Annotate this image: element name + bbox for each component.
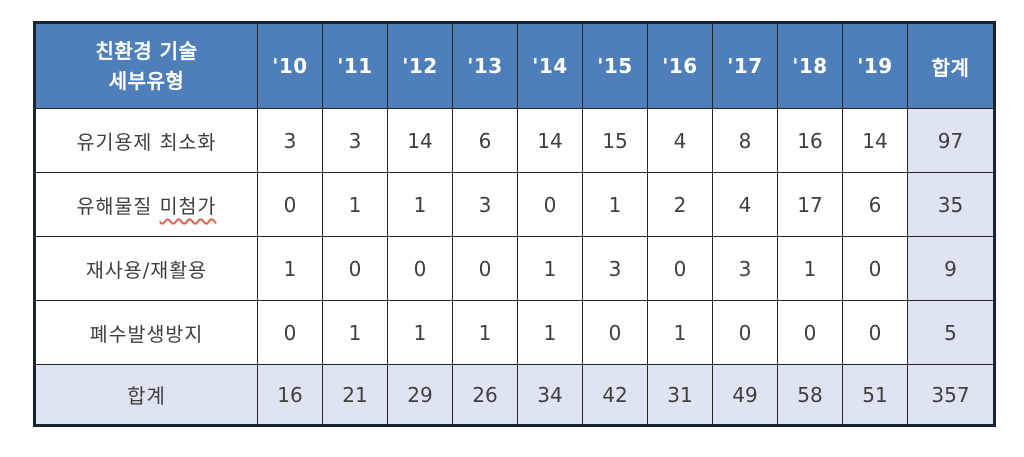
value-cell: 3 xyxy=(257,108,323,173)
column-total-cell: 51 xyxy=(842,364,908,426)
column-total-cell: 31 xyxy=(647,364,713,426)
value-cell: 14 xyxy=(387,108,453,173)
column-header-year: '11 xyxy=(322,22,388,109)
table-row: 재사용/재활용 1 0 0 0 1 3 0 3 1 0 9 xyxy=(34,236,995,301)
row-label: 재사용/재활용 xyxy=(34,236,258,301)
column-header-year: '14 xyxy=(517,22,583,109)
grand-total-cell: 357 xyxy=(907,364,995,426)
value-cell: 14 xyxy=(517,108,583,173)
row-total-cell: 9 xyxy=(907,236,995,301)
row-total-cell: 35 xyxy=(907,172,995,237)
value-cell: 0 xyxy=(842,300,908,365)
value-cell: 1 xyxy=(452,300,518,365)
row-total-cell: 97 xyxy=(907,108,995,173)
column-header-total: 합계 xyxy=(907,22,995,109)
column-total-cell: 21 xyxy=(322,364,388,426)
value-cell: 1 xyxy=(387,300,453,365)
value-cell: 1 xyxy=(647,300,713,365)
value-cell: 15 xyxy=(582,108,648,173)
value-cell: 0 xyxy=(452,236,518,301)
value-cell: 1 xyxy=(517,236,583,301)
value-cell: 0 xyxy=(387,236,453,301)
value-cell: 8 xyxy=(712,108,778,173)
table-row: 유해물질 미첨가 0 1 1 3 0 1 2 4 17 6 35 xyxy=(34,172,995,237)
value-cell: 0 xyxy=(842,236,908,301)
column-header-year: '19 xyxy=(842,22,908,109)
value-cell: 1 xyxy=(387,172,453,237)
value-cell: 0 xyxy=(257,300,323,365)
value-cell: 2 xyxy=(647,172,713,237)
value-cell: 4 xyxy=(712,172,778,237)
value-cell: 17 xyxy=(777,172,843,237)
column-total-cell: 49 xyxy=(712,364,778,426)
value-cell: 0 xyxy=(517,172,583,237)
table-row: 폐수발생방지 0 1 1 1 1 0 1 0 0 0 5 xyxy=(34,300,995,365)
value-cell: 1 xyxy=(517,300,583,365)
value-cell: 3 xyxy=(582,236,648,301)
column-total-cell: 58 xyxy=(777,364,843,426)
row-total-cell: 5 xyxy=(907,300,995,365)
column-header-year: '13 xyxy=(452,22,518,109)
column-total-cell: 26 xyxy=(452,364,518,426)
column-total-cell: 42 xyxy=(582,364,648,426)
value-cell: 16 xyxy=(777,108,843,173)
table-row: 유기용제 최소화 3 3 14 6 14 15 4 8 16 14 97 xyxy=(34,108,995,173)
eco-tech-yearly-table: 친환경 기술 세부유형 '10'11'12'13'14'15'16'17'18 '… xyxy=(33,21,996,427)
value-cell: 0 xyxy=(777,300,843,365)
value-cell: 14 xyxy=(842,108,908,173)
row-label: 폐수발생방지 xyxy=(34,300,258,365)
column-total-cell: 29 xyxy=(387,364,453,426)
column-header-year: '16 xyxy=(647,22,713,109)
value-cell: 1 xyxy=(582,172,648,237)
value-cell: 3 xyxy=(322,108,388,173)
category-header-line1: 친환경 기술 xyxy=(95,39,198,63)
document-table-area: 친환경 기술 세부유형 '10'11'12'13'14'15'16'17'18 '… xyxy=(33,21,996,427)
column-header-category: 친환경 기술 세부유형 xyxy=(34,22,258,109)
column-total-cell: 34 xyxy=(517,364,583,426)
row-label: 유기용제 최소화 xyxy=(34,108,258,173)
total-row: 합계 16 21 29 26 34 42 31 49 58 51 357 xyxy=(34,364,995,426)
row-label: 유해물질 미첨가 xyxy=(34,172,258,237)
header-row: 친환경 기술 세부유형 '10'11'12'13'14'15'16'17'18 '… xyxy=(34,22,995,109)
value-cell: 0 xyxy=(322,236,388,301)
row-label-text: 유해물질 xyxy=(76,195,160,218)
column-header-year: '15 xyxy=(582,22,648,109)
value-cell: 0 xyxy=(257,172,323,237)
column-header-year: '10 xyxy=(257,22,323,109)
column-total-cell: 16 xyxy=(257,364,323,426)
value-cell: 6 xyxy=(842,172,908,237)
column-header-year: '18 xyxy=(777,22,843,109)
category-header-line2: 세부유형 xyxy=(108,69,185,93)
column-header-year: '12 xyxy=(387,22,453,109)
row-label-spellchecked-text: 미첨가 xyxy=(159,195,217,218)
value-cell: 1 xyxy=(777,236,843,301)
value-cell: 3 xyxy=(712,236,778,301)
value-cell: 0 xyxy=(582,300,648,365)
value-cell: 0 xyxy=(647,236,713,301)
value-cell: 1 xyxy=(257,236,323,301)
value-cell: 6 xyxy=(452,108,518,173)
value-cell: 0 xyxy=(712,300,778,365)
value-cell: 1 xyxy=(322,172,388,237)
total-row-label: 합계 xyxy=(34,364,258,426)
column-header-year: '17 xyxy=(712,22,778,109)
value-cell: 3 xyxy=(452,172,518,237)
value-cell: 1 xyxy=(322,300,388,365)
value-cell: 4 xyxy=(647,108,713,173)
